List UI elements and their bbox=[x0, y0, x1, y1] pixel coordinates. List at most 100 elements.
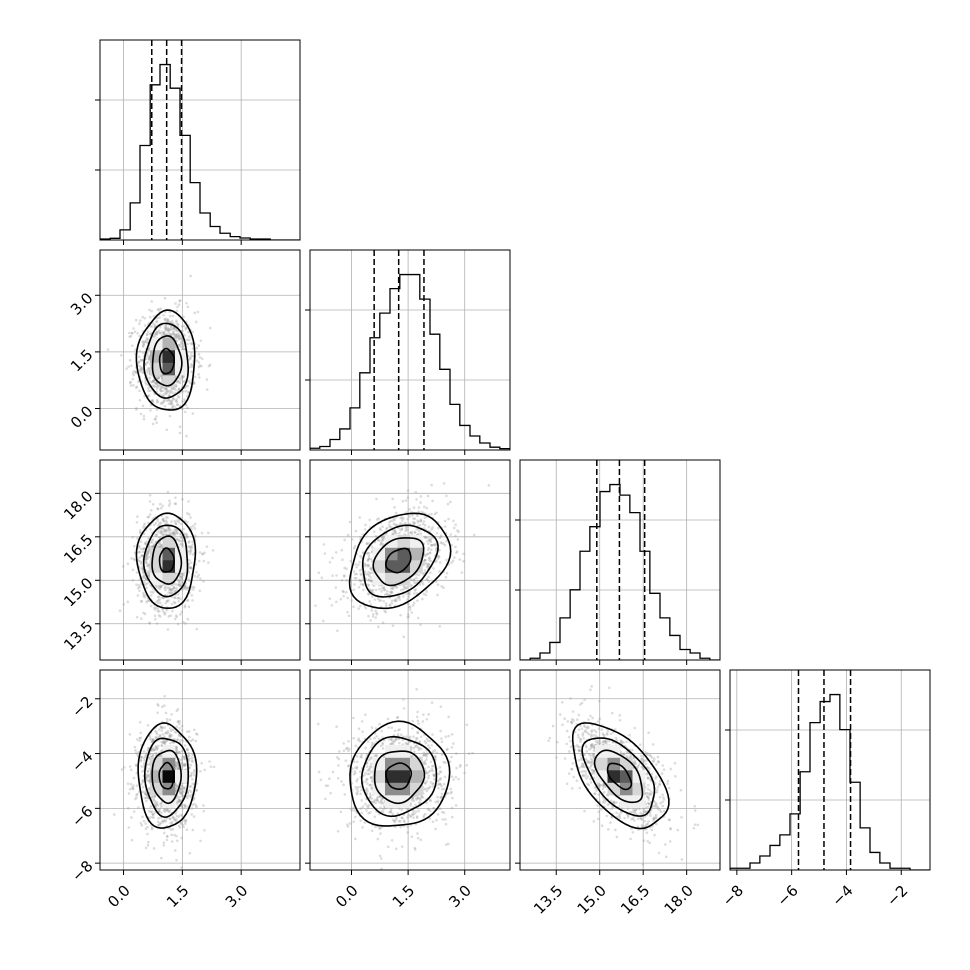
scatter-point bbox=[169, 614, 172, 617]
scatter-point bbox=[180, 836, 183, 840]
scatter-point bbox=[185, 395, 189, 398]
scatter-point bbox=[430, 528, 433, 531]
scatter-point bbox=[426, 536, 430, 540]
scatter-point bbox=[171, 406, 174, 410]
scatter-point bbox=[174, 334, 178, 337]
scatter-point bbox=[162, 841, 166, 844]
scatter-point bbox=[140, 367, 143, 371]
scatter-point bbox=[141, 344, 145, 347]
panel-frame bbox=[309, 459, 511, 661]
scatter-point bbox=[401, 499, 405, 503]
scatter-point bbox=[162, 530, 166, 534]
scatter-point bbox=[176, 305, 179, 309]
scatter-point bbox=[180, 787, 183, 791]
scatter-point bbox=[193, 375, 197, 379]
scatter-point bbox=[346, 825, 350, 828]
scatter-point bbox=[374, 534, 378, 538]
scatter-point bbox=[391, 742, 395, 746]
scatter-point bbox=[454, 534, 457, 538]
scatter-point bbox=[366, 559, 370, 562]
scatter-point bbox=[169, 741, 172, 745]
scatter-point bbox=[139, 759, 143, 763]
scatter-point bbox=[153, 747, 157, 751]
scatter-point bbox=[142, 611, 145, 615]
scatter-point bbox=[178, 299, 182, 302]
scatter-point bbox=[158, 388, 162, 391]
scatter-point bbox=[145, 361, 149, 365]
scatter-point bbox=[144, 792, 147, 796]
scatter-point bbox=[174, 328, 178, 332]
scatter-point bbox=[366, 573, 370, 576]
scatter-point bbox=[153, 795, 156, 798]
scatter-point bbox=[354, 744, 358, 748]
scatter-point bbox=[178, 299, 181, 303]
scatter-point bbox=[367, 584, 371, 587]
scatter-point bbox=[160, 389, 163, 393]
scatter-point bbox=[179, 535, 183, 539]
scatter-point bbox=[412, 746, 415, 750]
scatter-point bbox=[175, 529, 179, 532]
scatter-point bbox=[158, 822, 162, 825]
density-bin bbox=[162, 337, 176, 351]
scatter-point bbox=[155, 387, 159, 390]
scatter-point bbox=[189, 548, 193, 552]
density-bin bbox=[385, 572, 398, 586]
scatter-point bbox=[197, 344, 201, 347]
scatter-point bbox=[136, 515, 139, 518]
scatter-point bbox=[178, 376, 181, 380]
panel-frame bbox=[519, 459, 721, 661]
scatter-point bbox=[186, 598, 190, 602]
scatter-point bbox=[142, 547, 146, 550]
scatter-point bbox=[390, 591, 394, 594]
scatter-point bbox=[176, 720, 180, 724]
scatter-point bbox=[366, 592, 370, 596]
scatter-point bbox=[166, 808, 169, 812]
scatter-point bbox=[389, 811, 393, 814]
scatter-point bbox=[157, 817, 160, 820]
scatter-point bbox=[188, 566, 192, 570]
scatter-point bbox=[127, 826, 131, 829]
scatter-point bbox=[179, 821, 183, 825]
scatter-point bbox=[359, 572, 362, 576]
scatter-point bbox=[144, 577, 148, 580]
scatter-point bbox=[362, 583, 365, 586]
scatter-point bbox=[178, 720, 182, 723]
scatter-point bbox=[175, 586, 178, 590]
scatter-point bbox=[421, 581, 424, 584]
scatter-point bbox=[422, 520, 426, 523]
scatter-point bbox=[175, 384, 178, 387]
scatter-point bbox=[141, 785, 145, 789]
scatter-point bbox=[146, 552, 150, 556]
scatter-point bbox=[190, 813, 193, 816]
scatter-point bbox=[361, 551, 365, 554]
scatter-point bbox=[178, 338, 181, 341]
scatter-point bbox=[323, 552, 327, 555]
scatter-point bbox=[167, 599, 170, 602]
scatter-point bbox=[143, 595, 146, 599]
scatter-point bbox=[138, 349, 142, 353]
scatter-point bbox=[409, 530, 413, 534]
scatter-point bbox=[147, 840, 150, 844]
scatter-point bbox=[152, 314, 156, 318]
scatter-point bbox=[450, 755, 453, 759]
scatter-point bbox=[435, 559, 438, 563]
scatter-point bbox=[374, 609, 377, 613]
scatter-point bbox=[164, 324, 167, 328]
scatter-point bbox=[142, 417, 146, 421]
scatter-point bbox=[419, 798, 422, 802]
density-bin bbox=[162, 362, 176, 376]
scatter-point bbox=[429, 543, 433, 547]
scatter-point bbox=[185, 730, 189, 733]
scatter-point bbox=[180, 814, 184, 817]
scatter-point bbox=[439, 541, 443, 544]
scatter-point bbox=[190, 342, 194, 346]
scatter-point bbox=[120, 768, 124, 771]
scatter-point bbox=[339, 810, 343, 814]
scatter-point bbox=[147, 746, 150, 750]
scatter-point bbox=[185, 747, 189, 751]
scatter-point bbox=[171, 397, 175, 401]
scatter-point bbox=[314, 604, 317, 607]
scatter-point bbox=[157, 530, 160, 534]
scatter-point bbox=[368, 588, 372, 591]
scatter-point bbox=[422, 563, 426, 566]
